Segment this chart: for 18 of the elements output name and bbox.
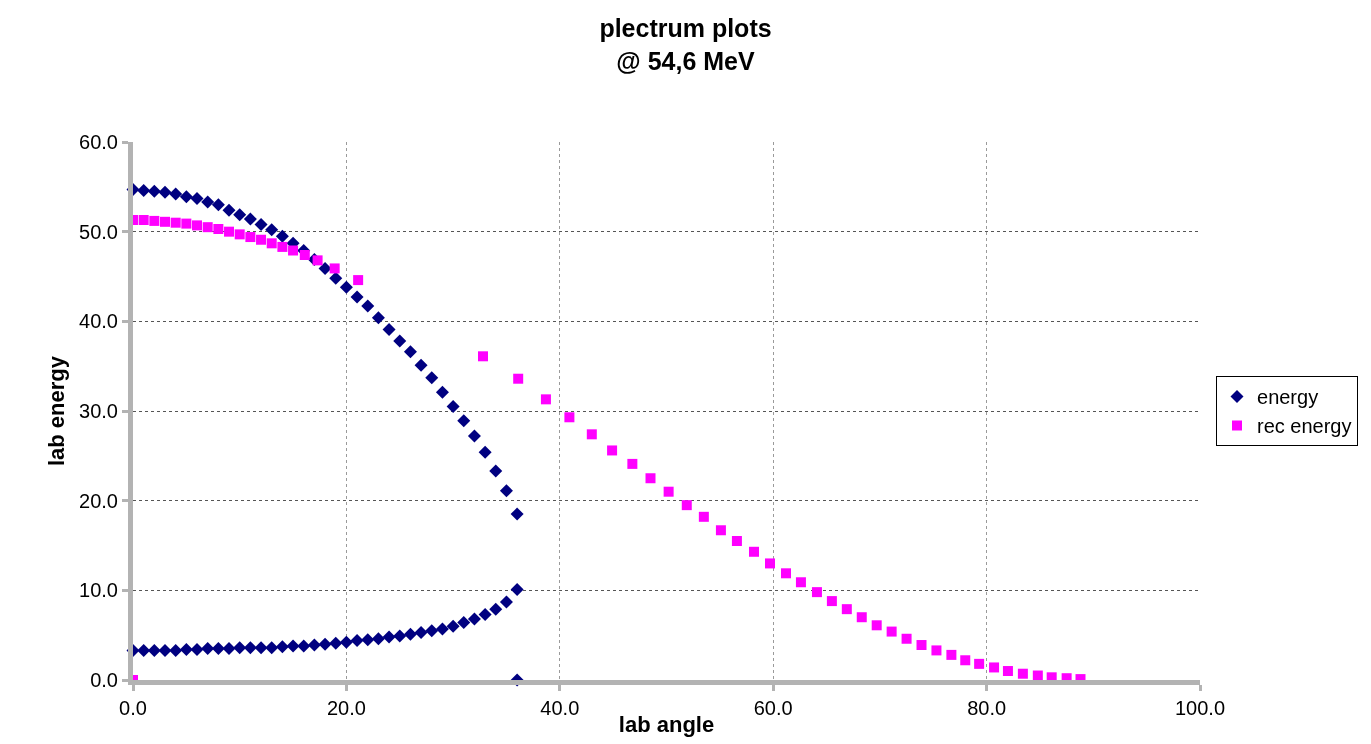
chart-title: plectrum plots @ 54,6 MeV: [599, 14, 772, 75]
legend-label: rec energy: [1257, 415, 1352, 438]
x-tick-label: 40.0: [540, 697, 580, 719]
y-tick-label: 30.0: [79, 400, 118, 422]
y-axis-title: lab energy: [43, 355, 69, 467]
y-tick-label: 60.0: [79, 131, 118, 153]
x-axis-title: lab angle: [618, 711, 715, 737]
x-tick-label: 100.0: [1174, 697, 1226, 719]
x-tick-label: 20.0: [326, 697, 366, 719]
y-tick-label: 10.0: [79, 579, 118, 602]
y-tick-label: 40.0: [79, 310, 118, 333]
y-tick-label: 0.0: [90, 669, 118, 691]
x-tick-label: 0.0: [119, 697, 147, 719]
x-tick-label: 60.0: [753, 697, 793, 719]
x-tick-label: 80.0: [967, 697, 1007, 719]
y-tick-label: 50.0: [79, 220, 118, 243]
y-tick-label: 20.0: [79, 489, 118, 512]
legend-label: energy: [1257, 386, 1319, 409]
